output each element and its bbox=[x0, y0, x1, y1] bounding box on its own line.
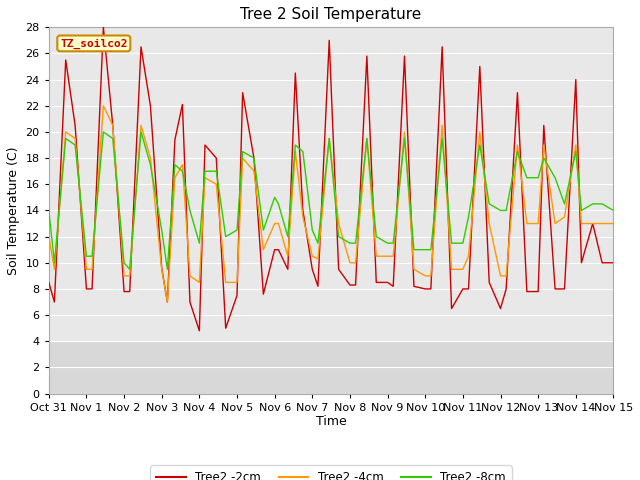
Legend: Tree2 -2cm, Tree2 -4cm, Tree2 -8cm: Tree2 -2cm, Tree2 -4cm, Tree2 -8cm bbox=[150, 466, 512, 480]
Tree2 -8cm bbox=[126, 266, 134, 272]
Tree2 -4cm bbox=[45, 234, 52, 240]
Tree2 -4cm bbox=[598, 221, 606, 227]
Tree2 -2cm bbox=[335, 266, 342, 272]
Tree2 -8cm bbox=[335, 234, 342, 240]
Y-axis label: Soil Temperature (C): Soil Temperature (C) bbox=[7, 146, 20, 275]
Title: Tree 2 Soil Temperature: Tree 2 Soil Temperature bbox=[241, 7, 422, 22]
Tree2 -4cm bbox=[335, 221, 342, 227]
Tree2 -4cm bbox=[163, 299, 171, 305]
Tree2 -2cm bbox=[233, 293, 241, 299]
Tree2 -2cm bbox=[100, 24, 108, 30]
Tree2 -4cm bbox=[100, 103, 108, 108]
Tree2 -2cm bbox=[609, 260, 617, 265]
Line: Tree2 -4cm: Tree2 -4cm bbox=[49, 106, 613, 302]
Tree2 -8cm bbox=[45, 207, 52, 213]
Line: Tree2 -8cm: Tree2 -8cm bbox=[49, 132, 613, 269]
Tree2 -2cm bbox=[195, 328, 203, 334]
Text: TZ_soilco2: TZ_soilco2 bbox=[60, 38, 127, 48]
Tree2 -4cm bbox=[448, 266, 456, 272]
Tree2 -8cm bbox=[233, 227, 241, 233]
Tree2 -4cm bbox=[233, 279, 241, 285]
Tree2 -8cm bbox=[598, 201, 606, 207]
Bar bbox=[49, 341, 613, 394]
Tree2 -8cm bbox=[609, 207, 617, 213]
Tree2 -2cm bbox=[212, 155, 220, 161]
Tree2 -8cm bbox=[314, 240, 322, 246]
Tree2 -8cm bbox=[100, 129, 108, 135]
Tree2 -2cm bbox=[598, 260, 606, 265]
Tree2 -8cm bbox=[448, 240, 456, 246]
X-axis label: Time: Time bbox=[316, 415, 346, 429]
Tree2 -2cm bbox=[314, 283, 322, 289]
Tree2 -4cm bbox=[314, 256, 322, 262]
Tree2 -2cm bbox=[45, 279, 52, 285]
Tree2 -4cm bbox=[212, 181, 220, 187]
Tree2 -2cm bbox=[448, 306, 456, 312]
Line: Tree2 -2cm: Tree2 -2cm bbox=[49, 27, 613, 331]
Tree2 -8cm bbox=[212, 168, 220, 174]
Tree2 -4cm bbox=[609, 221, 617, 227]
